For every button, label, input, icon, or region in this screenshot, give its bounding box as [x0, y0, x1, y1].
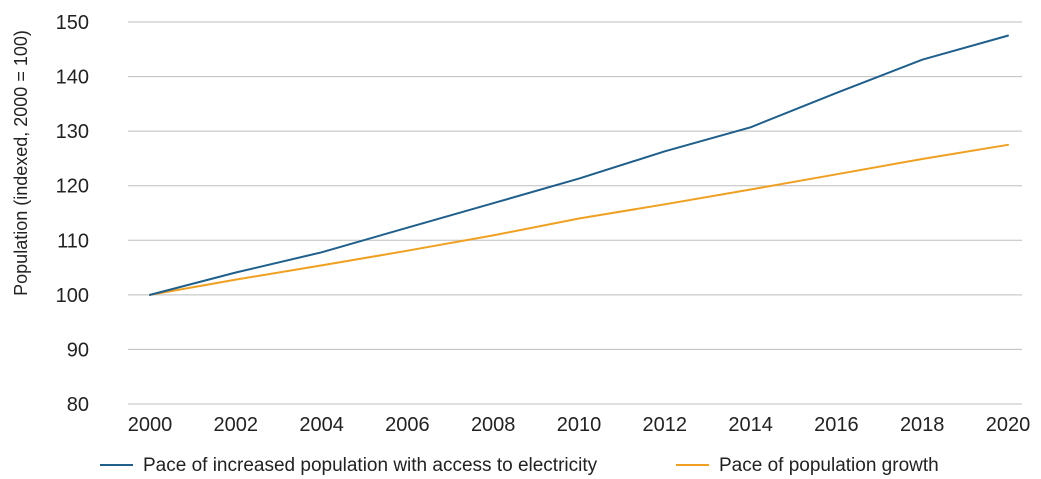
series-line-1 — [149, 34, 1009, 296]
x-tick-label: 2008 — [471, 414, 516, 436]
y-tick-label: 140 — [56, 67, 89, 89]
y-tick-label: 130 — [56, 121, 89, 143]
x-tick-label: 2010 — [557, 414, 602, 436]
y-axis-ticks: 80 90 100 110 120 130 140 150 — [56, 12, 89, 416]
x-tick-label: 2020 — [986, 414, 1031, 436]
x-tick-label: 2014 — [728, 414, 773, 436]
y-tick-label: 110 — [57, 230, 89, 252]
x-axis-ticks: 2000 2002 2004 2006 2008 2010 2012 2014 2016 2018… — [128, 414, 1031, 436]
series-lines — [149, 34, 1009, 296]
series-line-2 — [149, 143, 1009, 296]
x-tick-label: 2006 — [385, 414, 430, 436]
y-axis-title: Population (indexed, 2000 = 100) — [11, 30, 31, 296]
gridlines — [128, 21, 1022, 405]
x-tick-label: 2016 — [814, 414, 859, 436]
x-tick-label: 2002 — [214, 414, 259, 436]
legend-label-1: Pace of increased population with access… — [143, 455, 598, 476]
x-tick-label: 2018 — [900, 414, 945, 436]
legend-label-2: Pace of population growth — [719, 455, 939, 476]
legend: Pace of increased population with access… — [100, 455, 939, 476]
x-tick-label: 2000 — [128, 414, 173, 436]
y-tick-label: 80 — [67, 394, 89, 416]
y-tick-label: 150 — [56, 12, 89, 34]
y-tick-label: 100 — [56, 285, 89, 307]
y-tick-label: 90 — [67, 339, 89, 361]
x-tick-label: 2004 — [299, 414, 344, 436]
x-tick-label: 2012 — [643, 414, 688, 436]
y-tick-label: 120 — [56, 176, 89, 198]
